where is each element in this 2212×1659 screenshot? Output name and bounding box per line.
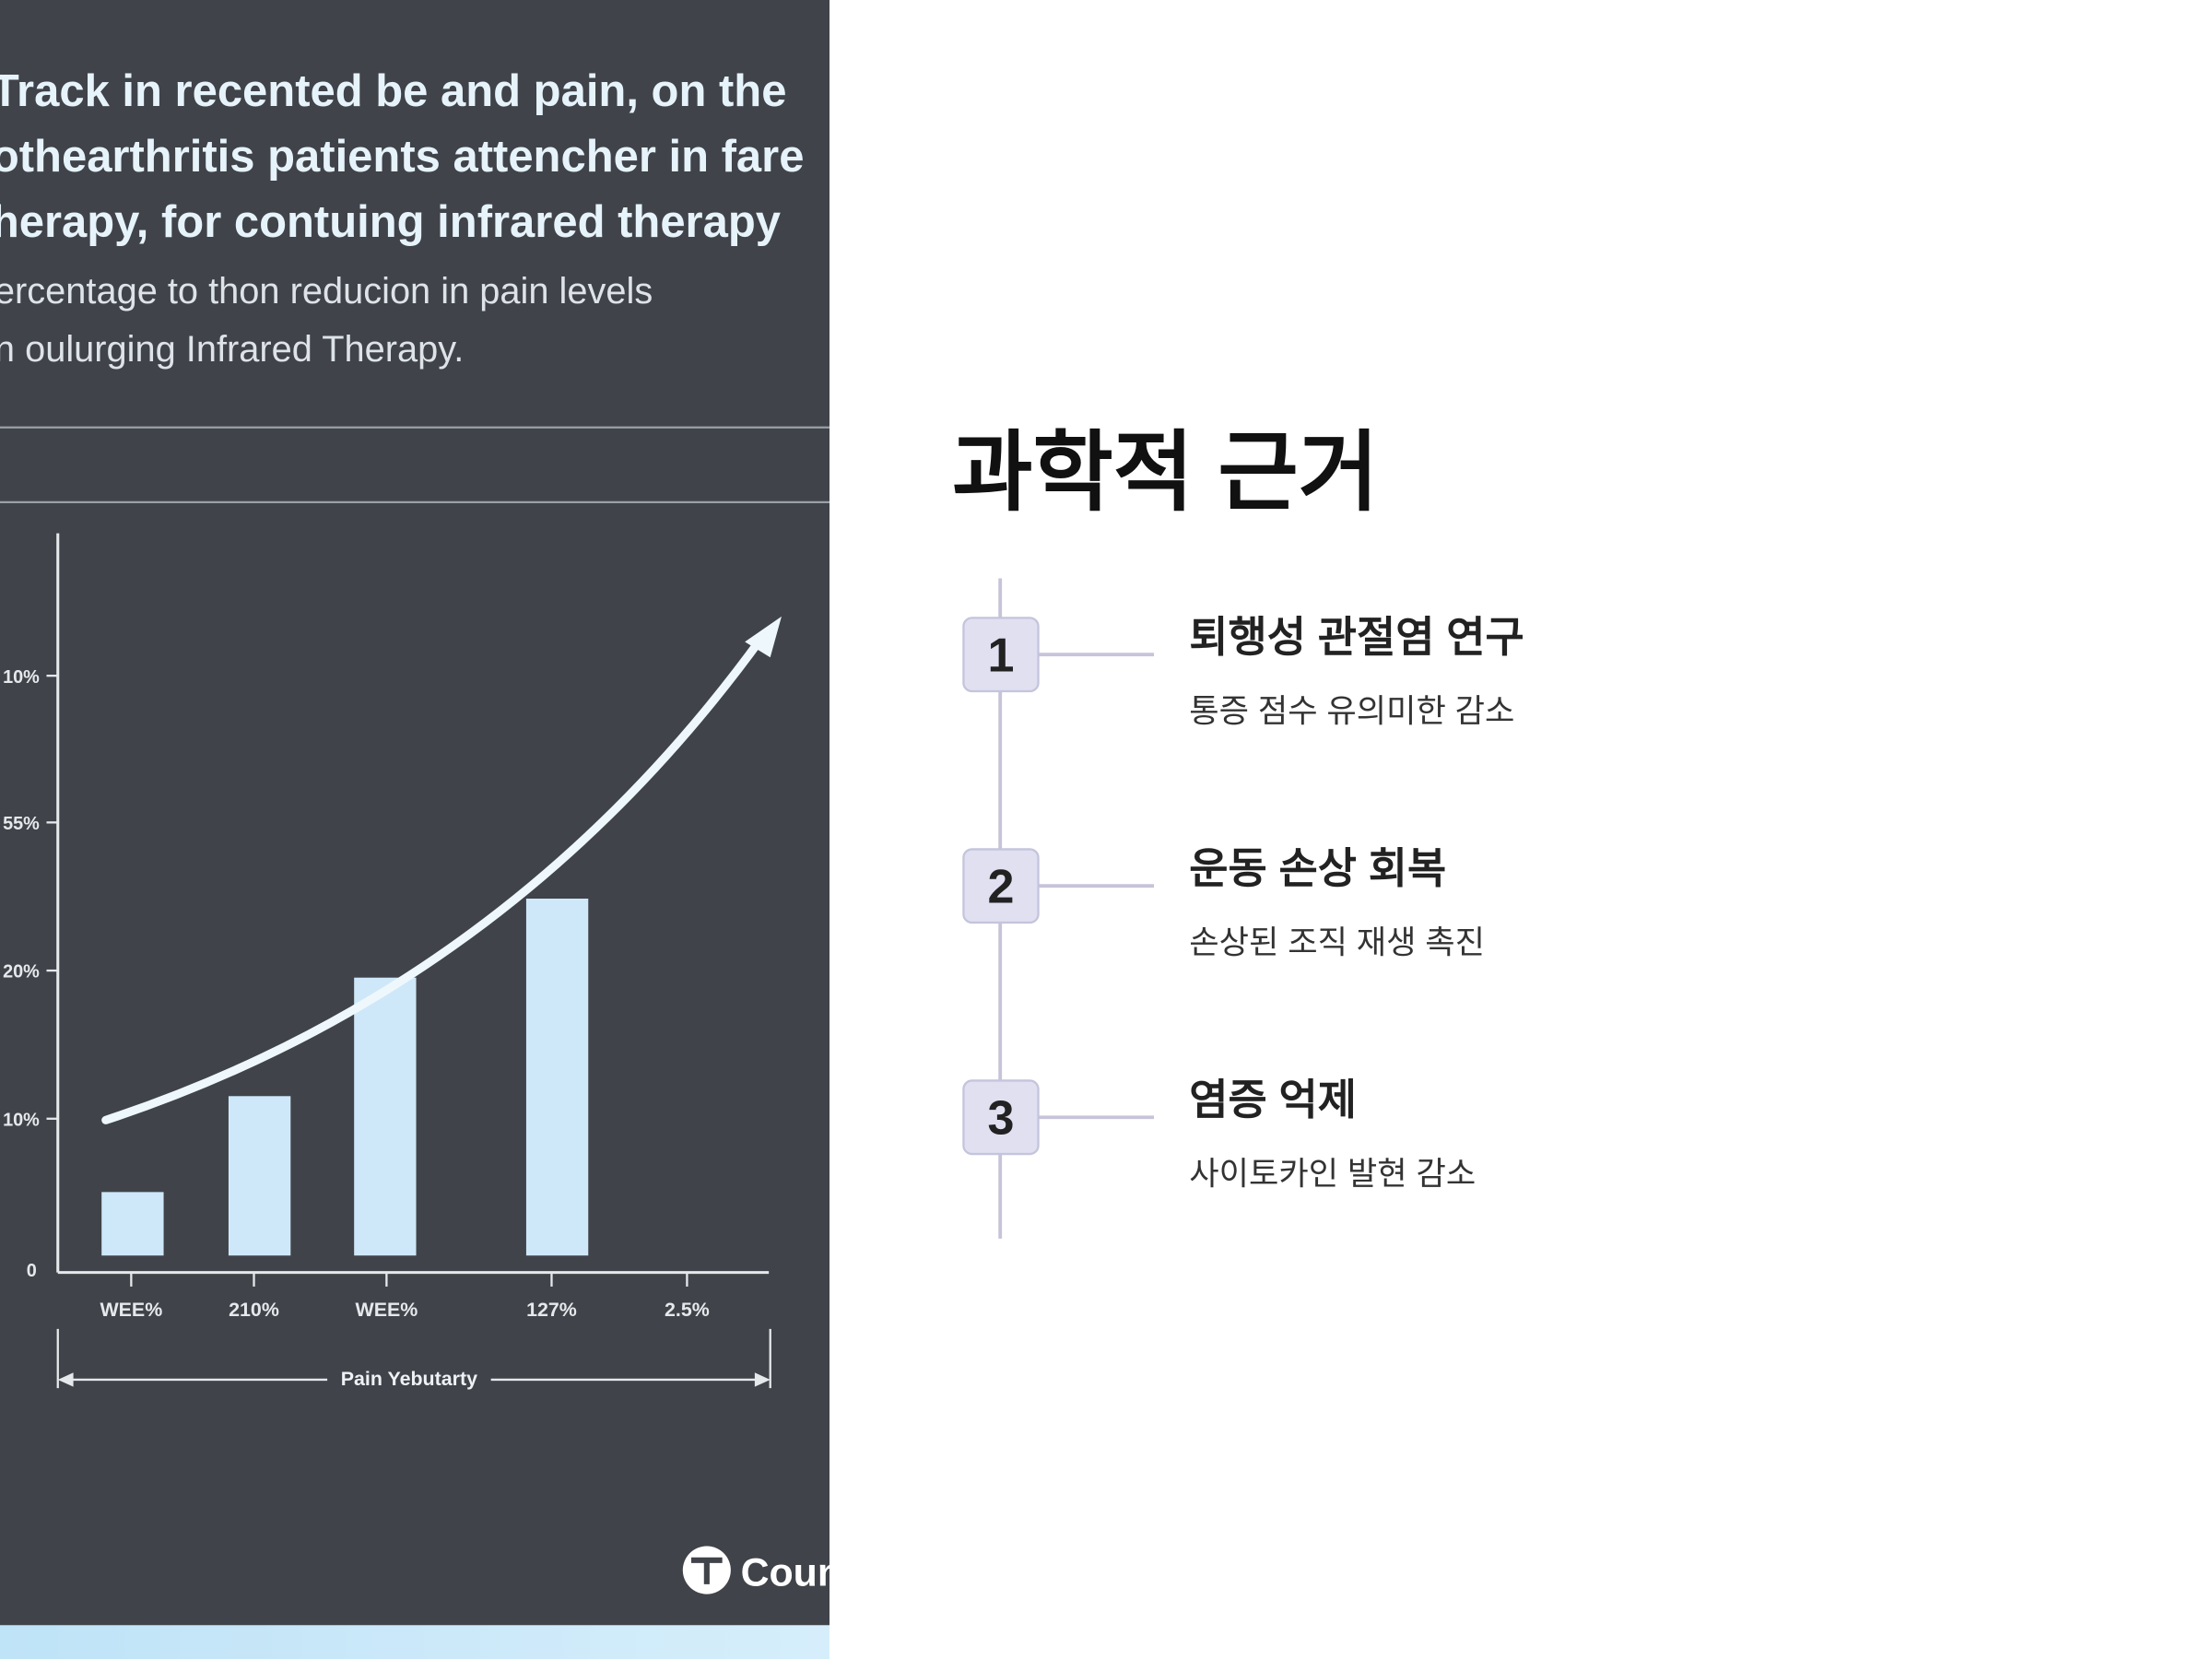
trend-arrow [101,633,767,1124]
y-label: 55% [3,814,40,834]
figure-title-line: herapy, for contuing infrared therapy [0,197,781,247]
y-label: 0 [27,1261,37,1281]
bar [228,1096,291,1256]
step-heading: 염증 억제 [1189,1076,1357,1124]
logo-text: Coun [741,1550,841,1594]
logo-glyph [691,1557,723,1584]
step-description: 통증 점수 유의미한 감소 [1189,694,1514,730]
x-label: WEE% [100,1299,162,1321]
figure-subtitle-line: ercentage to thon reducion in pain level… [0,271,653,312]
bar [354,977,417,1256]
slide-title: 과학적 근거 [952,424,1379,522]
step-number: 1 [988,629,1015,683]
figure-background [0,0,830,1659]
x-label: 2.5% [665,1299,710,1321]
figure-subtitle-line: n oulurging Infrared Therapy. [0,329,464,370]
step-description: 손상된 조직 재생 촉진 [1189,925,1485,961]
axis-label: Pain Yebutarty [341,1368,477,1390]
step-badge [962,1079,1040,1156]
figure-title-line: Track in recented be and pain, on the [0,66,786,116]
figure-title-line: othearthritis patients attencher in fare [0,132,804,182]
figure-image: Pain Yebutarty Coun Track in recented be… [0,0,841,1659]
step-heading: 운동 손상 회복 [1189,844,1446,892]
step-number: 3 [988,1092,1015,1146]
step-heading: 퇴행성 관절염 연구 [1189,613,1524,661]
arrow-head [745,616,782,658]
step-badge [962,617,1040,693]
x-label: WEE% [355,1299,418,1321]
bar [525,899,589,1256]
bar [101,1192,164,1256]
bracket [56,1328,771,1389]
step-description: 사이토카인 발현 감소 [1189,1157,1476,1193]
y-label: 10% [3,667,40,688]
x-label: 210% [229,1299,279,1321]
figure-strip [0,1625,830,1659]
y-label: 20% [3,962,40,982]
x-label: 127% [526,1299,577,1321]
step-badge [962,848,1040,924]
step-number: 2 [988,861,1015,914]
y-label: 10% [3,1110,40,1130]
